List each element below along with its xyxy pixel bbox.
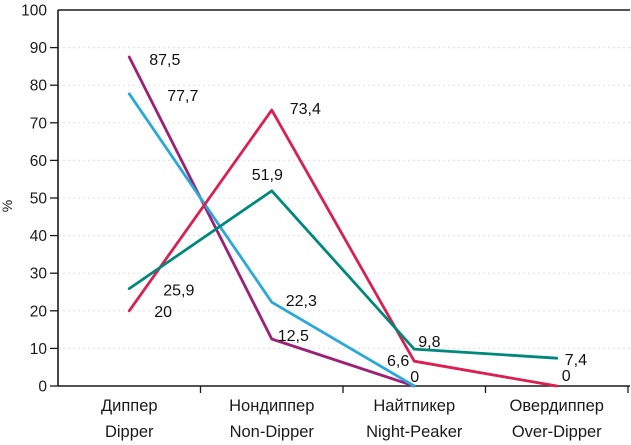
series-cyan-line [127, 92, 416, 388]
category-label-en: Night-Peaker [366, 423, 463, 441]
series-teal-line [127, 189, 559, 360]
data-label: 73,4 [290, 101, 321, 118]
category-label-en: Non-Dipper [230, 423, 315, 441]
y-tick-label: 40 [30, 228, 48, 245]
data-label: 0 [410, 369, 419, 386]
data-label: 7,4 [565, 352, 587, 369]
y-tick-label: 80 [30, 78, 48, 95]
data-label: 25,9 [163, 283, 194, 300]
data-label: 22,3 [286, 293, 317, 310]
series-crimson-line [127, 108, 559, 388]
y-tick-label: 10 [30, 341, 48, 358]
y-tick-label: 100 [21, 3, 47, 20]
series-magenta-line [127, 55, 416, 388]
y-tick-label: 50 [30, 191, 48, 208]
y-tick-label: 0 [38, 379, 47, 396]
y-tick-label: 20 [30, 303, 48, 320]
y-tick-label: 60 [30, 153, 48, 170]
data-label: 0 [562, 368, 571, 385]
y-tick-label: 30 [30, 266, 48, 283]
data-label: 77,7 [167, 88, 198, 105]
category-label-ru: Найтпикер [373, 397, 455, 415]
category-label-en: Dipper [105, 423, 154, 441]
category-label-ru: Диппер [101, 397, 158, 415]
category-label-en: Over-Dipper [512, 423, 602, 441]
data-label: 6,6 [387, 353, 409, 370]
data-label: 20 [154, 304, 172, 321]
y-tick-label: 90 [30, 40, 48, 57]
data-label: 12,5 [278, 328, 309, 345]
data-label: 9,8 [418, 334, 440, 351]
category-label-ru: Овердиппер [510, 397, 604, 415]
data-label: 51,9 [252, 167, 283, 184]
category-label-ru: Нондиппер [229, 397, 314, 415]
data-label: 87,5 [149, 52, 180, 69]
y-tick-label: 70 [30, 115, 48, 132]
y-axis-title: % [0, 200, 15, 212]
